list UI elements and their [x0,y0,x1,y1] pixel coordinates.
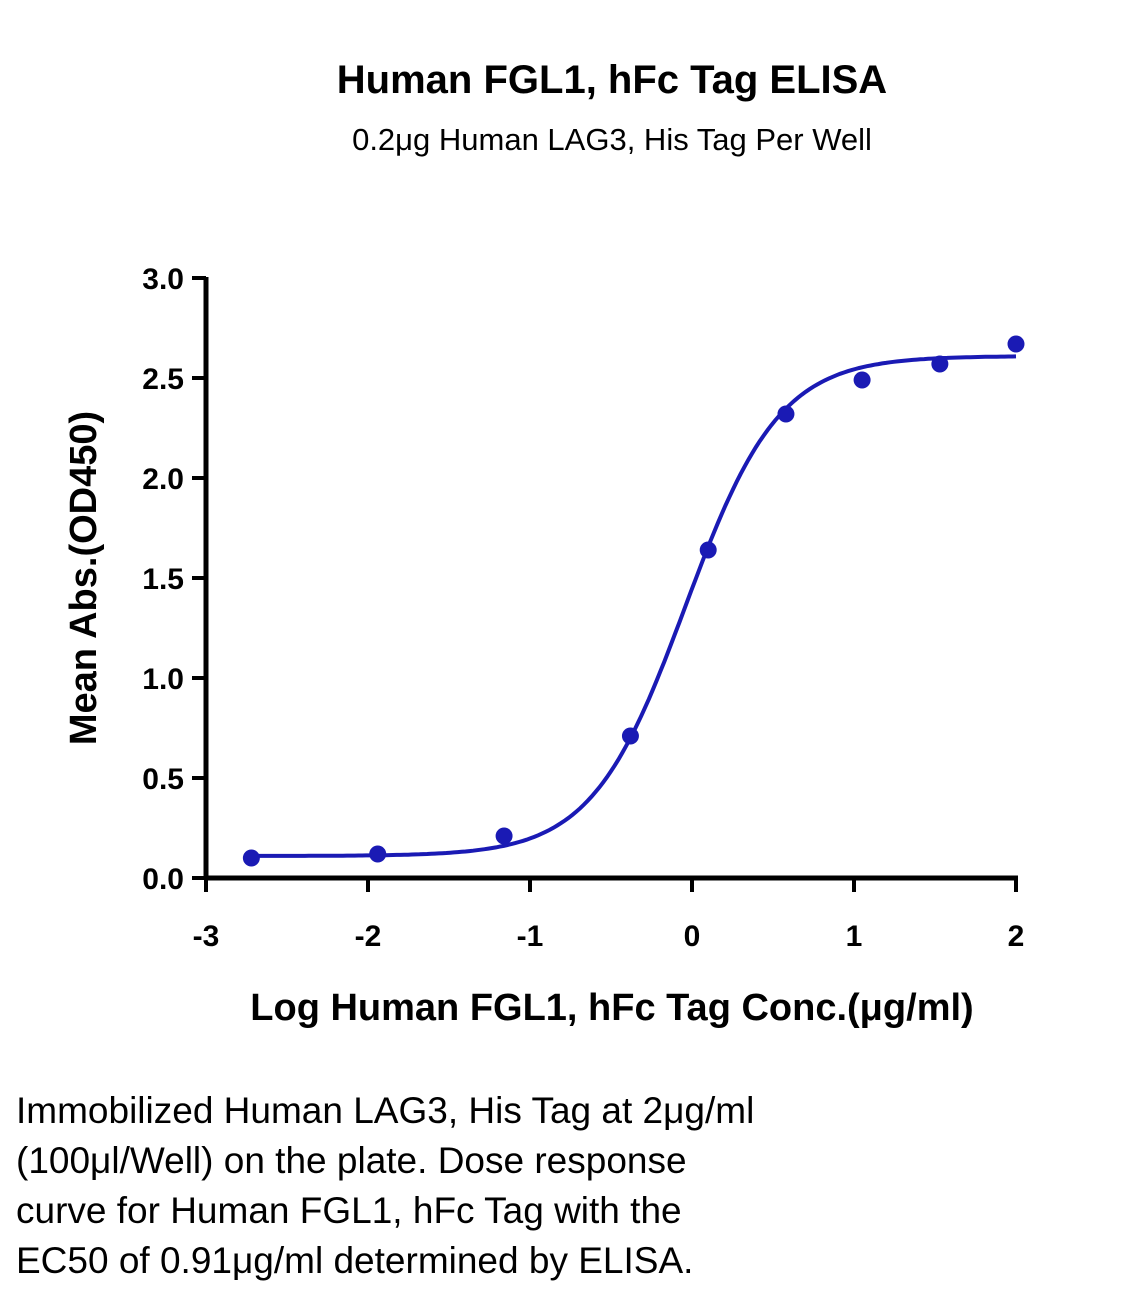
elisa-chart: Human FGL1, hFc Tag ELISA 0.2μg Human LA… [63,58,1025,1029]
x-axis-label: Log Human FGL1, hFc Tag Conc.(μg/ml) [250,987,973,1029]
caption-line: (100μl/Well) on the plate. Dose response [16,1140,687,1181]
chart-title: Human FGL1, hFc Tag ELISA [337,58,887,102]
x-axis-ticks: -3 -2 -1 0 1 2 [193,878,1025,953]
y-axis-label: Mean Abs.(OD450) [63,411,105,745]
x-tick-label: 0 [684,920,701,953]
fit-curve [251,354,1017,858]
data-point [242,849,260,867]
y-tick-label: 1.0 [142,663,184,696]
y-tick-label: 3.0 [142,263,184,296]
x-tick-label: 2 [1008,920,1025,953]
y-axis-ticks: 0.0 0.5 1.0 1.5 2.0 2.5 3.0 [142,263,206,896]
caption-line: curve for Human FGL1, hFc Tag with the [16,1190,682,1231]
data-point [777,405,795,423]
y-tick-label: 2.0 [142,463,184,496]
y-tick-label: 1.5 [142,563,184,596]
caption-line: Immobilized Human LAG3, His Tag at 2μg/m… [16,1090,755,1131]
y-tick-label: 2.5 [142,363,184,396]
x-tick-label: 1 [846,920,863,953]
data-point [853,371,871,389]
chart-subtitle: 0.2μg Human LAG3, His Tag Per Well [352,122,872,157]
y-tick-label: 0.0 [142,863,184,896]
data-point [495,827,513,845]
data-point [1007,335,1025,353]
data-point [369,845,387,863]
data-points [242,335,1025,867]
figure-caption: Immobilized Human LAG3, His Tag at 2μg/m… [16,1086,1116,1286]
data-point [699,541,717,559]
x-tick-label: -3 [193,920,220,953]
axes [203,277,1018,881]
x-tick-label: -1 [517,920,544,953]
data-point [621,727,639,745]
caption-line: EC50 of 0.91μg/ml determined by ELISA. [16,1240,694,1281]
y-tick-label: 0.5 [142,763,184,796]
data-point [931,355,949,373]
x-tick-label: -2 [355,920,382,953]
